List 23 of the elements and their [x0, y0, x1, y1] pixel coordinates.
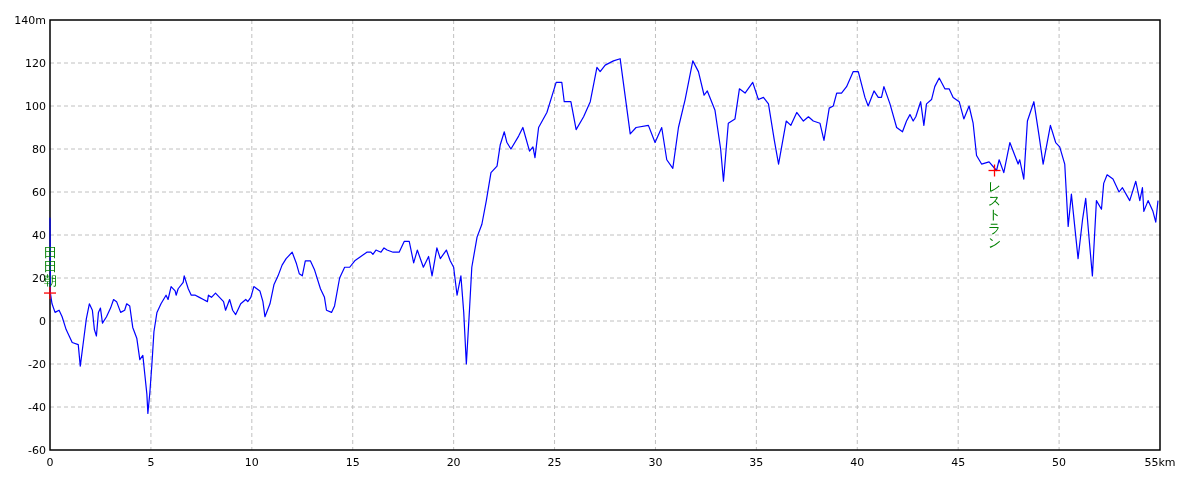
x-tick-label: 0: [46, 456, 54, 469]
x-tick-label: 45: [951, 456, 966, 469]
y-tick-label: 0: [39, 315, 46, 328]
y-tick-label: -40: [28, 401, 46, 414]
y-tick-label: 100: [25, 100, 46, 113]
x-tick-label: 50: [1052, 456, 1067, 469]
y-tick-label: 40: [32, 229, 46, 242]
x-tick-label: 5: [147, 456, 155, 469]
x-tick-label: 40: [850, 456, 865, 469]
x-tick-label: 55km: [1144, 456, 1176, 469]
y-tick-label: 140m: [14, 14, 46, 27]
y-tick-label: -20: [28, 358, 46, 371]
x-tick-label: 30: [648, 456, 663, 469]
y-tick-label: 60: [32, 186, 46, 199]
y-tick-label: 120: [25, 57, 46, 70]
x-tick-label: 15: [345, 456, 360, 469]
x-tick-label: 20: [446, 456, 461, 469]
y-tick-label: 80: [32, 143, 46, 156]
annotation: レストラン: [988, 178, 1002, 250]
x-tick-label: 10: [244, 456, 259, 469]
y-tick-label: -60: [28, 444, 46, 457]
x-tick-label: 35: [749, 456, 764, 469]
x-tick-label: 25: [547, 456, 562, 469]
